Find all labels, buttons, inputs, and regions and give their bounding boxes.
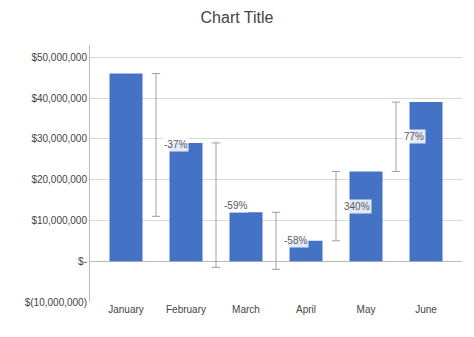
svg-text:77%: 77% <box>404 131 424 142</box>
svg-text:$10,000,000: $10,000,000 <box>31 215 87 226</box>
svg-text:$(10,000,000): $(10,000,000) <box>25 297 87 308</box>
svg-text:$40,000,000: $40,000,000 <box>31 93 87 104</box>
svg-text:$-: $- <box>78 256 87 267</box>
svg-text:February: February <box>166 304 206 315</box>
svg-text:$30,000,000: $30,000,000 <box>31 133 87 144</box>
svg-text:340%: 340% <box>344 201 370 212</box>
svg-text:-58%: -58% <box>284 235 307 246</box>
svg-text:March: March <box>232 304 260 315</box>
svg-text:Chart Title: Chart Title <box>201 9 274 26</box>
svg-text:$50,000,000: $50,000,000 <box>31 52 87 63</box>
svg-text:January: January <box>108 304 144 315</box>
svg-text:-37%: -37% <box>164 139 187 150</box>
svg-text:April: April <box>296 304 316 315</box>
svg-text:May: May <box>357 304 376 315</box>
svg-text:June: June <box>415 304 437 315</box>
svg-text:$20,000,000: $20,000,000 <box>31 174 87 185</box>
svg-text:-59%: -59% <box>224 200 247 211</box>
